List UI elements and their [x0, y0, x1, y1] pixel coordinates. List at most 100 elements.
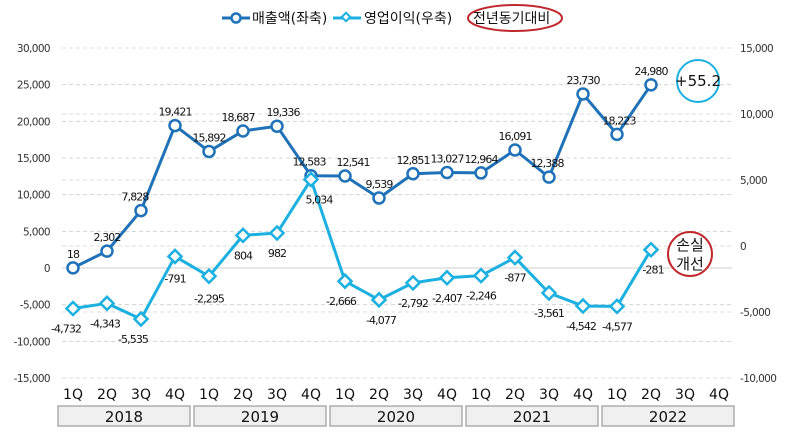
- left-tick-label: 30,000: [17, 43, 50, 55]
- quarter-label: 1Q: [335, 387, 355, 403]
- revenue-point: [474, 166, 488, 180]
- year-box: [601, 405, 735, 427]
- left-tick-label: -10,000: [14, 336, 50, 348]
- quarter-label: 4Q: [301, 387, 321, 403]
- operating-profit-data-label: -877: [504, 272, 526, 285]
- revenue-data-label: 19,336: [266, 106, 300, 119]
- operating-profit-point: [404, 274, 422, 292]
- annotation-loss-line2: 개선: [676, 255, 704, 273]
- series-layer: [64, 78, 660, 328]
- revenue-point: [134, 203, 148, 218]
- right-tick-label: 10,000: [740, 109, 773, 121]
- revenue-point: [406, 167, 420, 181]
- operating-profit-data-label: 982: [268, 247, 286, 260]
- right-axis: 15,000 10,000 5,000 0 -5,000 -10,000: [740, 43, 777, 385]
- year-label: 2022: [649, 408, 687, 426]
- left-tick-label: 15,000: [17, 153, 50, 165]
- operating-profit-data-label: -2,407: [432, 292, 463, 305]
- revenue-data-label: 18,687: [221, 111, 255, 124]
- operating-profit-point: [438, 269, 456, 287]
- left-tick-label: 0: [44, 263, 50, 275]
- operating-profit-point: [64, 300, 82, 317]
- quarter-label: 2Q: [233, 387, 253, 403]
- operating-profit-data-label: -5,535: [118, 333, 149, 346]
- revenue-point: [372, 191, 386, 205]
- revenue-point: [508, 143, 522, 157]
- operating-profit-data-label: -2,246: [466, 290, 497, 303]
- annotation-loss-circle-icon: [667, 231, 713, 277]
- revenue-data-label: 12,388: [530, 157, 564, 170]
- right-tick-label: -10,000: [740, 373, 776, 385]
- left-tick-label: -15,000: [14, 373, 50, 385]
- quarter-label: 1Q: [471, 387, 491, 403]
- annotation-revenue-circle-icon: [676, 59, 720, 103]
- revenue-data-label: 2,302: [94, 231, 121, 244]
- year-box: [465, 405, 599, 427]
- year-box: [57, 405, 191, 427]
- revenue-data-label: 16,091: [498, 130, 531, 143]
- quarter-label: 1Q: [63, 387, 83, 403]
- operating-profit-data-label: 804: [234, 249, 253, 262]
- operating-profit-point: [540, 284, 558, 302]
- x-axis: 1Q 2Q 3Q 4Q 1Q 2Q 3Q 4Q 1Q 2Q 3Q 4Q 1Q 2Q 3Q 4Q 1Q 2Q 3Q 4Q…: [57, 387, 735, 427]
- annotation-loss-improvement: 손실 개선: [667, 231, 713, 277]
- revenue-point: [66, 261, 80, 275]
- right-tick-label: -5,000: [740, 307, 770, 319]
- revenue-point: [338, 169, 352, 183]
- revenue-point: [644, 78, 658, 92]
- quarter-label: 3Q: [675, 387, 695, 403]
- operating-profit-point: [98, 295, 116, 312]
- left-tick-label: -5,000: [20, 300, 50, 312]
- revenue-point: [542, 170, 556, 184]
- operating-profit-data-label: -281: [642, 264, 663, 277]
- legend-item-yoy: 전년동기대비: [467, 4, 563, 32]
- operating-profit-point: [234, 227, 252, 244]
- revenue-data-label: 7,828: [122, 191, 150, 204]
- revenue-data-label: 15,892: [192, 131, 225, 144]
- operating-profit-line: [72, 178, 653, 321]
- revenue-data-label: 12,541: [336, 156, 369, 169]
- revenue-point: [270, 119, 284, 133]
- operating-profit-point: [472, 267, 490, 284]
- left-tick-label: 20,000: [17, 116, 50, 128]
- operating-profit-data-label: -4,577: [602, 320, 633, 333]
- operating-profit-point: [506, 249, 524, 266]
- operating-profit-data-label: -4,732: [51, 322, 81, 335]
- right-tick-label: 5,000: [740, 175, 767, 187]
- operating-profit-data-label: -2,295: [194, 292, 225, 305]
- quarter-label: 2Q: [97, 387, 117, 403]
- quarter-label: 2Q: [641, 387, 661, 403]
- revenue-data-label: 12,583: [292, 156, 326, 169]
- revenue-point: [100, 244, 114, 258]
- operating-profit-point: [642, 241, 660, 258]
- year-label: 2021: [513, 408, 551, 426]
- gridlines: [62, 47, 732, 379]
- quarter-label: 1Q: [607, 387, 627, 403]
- operating-profit-data-label: -4,542: [566, 320, 596, 333]
- operating-profit-data-label: -2,792: [398, 297, 428, 310]
- quarter-label: 1Q: [199, 387, 219, 403]
- year-label: 2020: [377, 408, 415, 426]
- legend-profit-diamond-icon: [340, 11, 352, 23]
- year-label: 2019: [241, 408, 279, 426]
- left-tick-label: 25,000: [17, 80, 50, 92]
- right-tick-label: 15,000: [740, 43, 773, 55]
- quarter-label: 3Q: [131, 387, 151, 403]
- revenue-point: [576, 87, 590, 101]
- revenue-data-label: 13,027: [430, 152, 464, 165]
- operating-profit-data-label: 5,034: [306, 194, 334, 207]
- revenue-point: [440, 165, 454, 180]
- quarter-label: 4Q: [165, 387, 185, 403]
- left-tick-label: 5,000: [23, 226, 50, 238]
- annotation-loss-line1: 손실: [676, 236, 704, 254]
- quarter-label: 4Q: [573, 387, 593, 403]
- legend-item-operating-profit: 영업이익(우축): [333, 11, 452, 27]
- quarter-label: 4Q: [709, 387, 729, 403]
- revenue-data-label: 23,730: [566, 74, 600, 87]
- revenue-data-label: 19,421: [158, 106, 191, 119]
- quarter-label: 3Q: [539, 387, 559, 403]
- quarter-label: 4Q: [437, 387, 457, 403]
- operating-profit-point: [608, 298, 626, 315]
- operating-profit-point: [574, 297, 592, 315]
